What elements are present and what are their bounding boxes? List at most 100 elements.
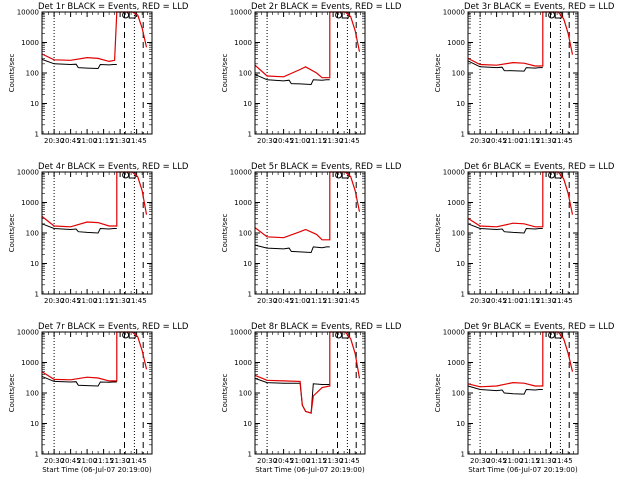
x-tick-label: 21:00 — [77, 297, 97, 305]
panel-6: Det 6r BLACK = Events, RED = LLD 1 10 100 10… — [434, 162, 615, 305]
panel-frame — [41, 11, 153, 135]
x-tick-label: 20:30 — [44, 457, 64, 465]
x-tick-label: 20:45 — [61, 137, 81, 145]
y-tick-label: 100 — [239, 390, 252, 398]
red-series-line — [41, 331, 148, 382]
panel-frame — [41, 331, 153, 455]
black-series-line — [41, 223, 117, 234]
panel-title: Det 5r BLACK = Events, RED = LLD — [251, 162, 402, 172]
x-axis-label: Start Time (06-Jul-07 20:19:00) — [255, 466, 365, 474]
red-series-line — [467, 171, 574, 228]
y-tick-label: 1000 — [234, 199, 252, 207]
x-tick-label: 20:45 — [487, 297, 507, 305]
y-tick-label: 10000 — [443, 169, 465, 177]
panel-2: Det 2r BLACK = Events, RED = LLD 1 10 100 10… — [221, 2, 402, 145]
x-tick-label: 21:00 — [77, 137, 97, 145]
x-tick-label: 21:30 — [110, 297, 130, 305]
x-tick-label: 21:15 — [307, 297, 327, 305]
x-tick-label: 21:45 — [127, 137, 147, 145]
red-series-line — [254, 171, 361, 241]
panel-3: Det 3r BLACK = Events, RED = LLD 1 10 100 10… — [434, 2, 615, 145]
x-tick-label: 20:30 — [470, 137, 490, 145]
y-tick-label: 10 — [30, 420, 39, 428]
x-tick-label: 20:45 — [61, 297, 81, 305]
black-series-line — [41, 375, 117, 387]
x-tick-label: 20:45 — [487, 137, 507, 145]
x-tick-label: 21:30 — [323, 457, 343, 465]
panel-frame — [41, 171, 153, 295]
y-axis-label: Counts/sec — [221, 54, 229, 93]
x-tick-label: 20:30 — [44, 297, 64, 305]
panel-1: Det 1r BLACK = Events, RED = LLD 1 10 100 10… — [8, 2, 189, 145]
y-tick-label: 1 — [35, 451, 39, 459]
y-tick-label: 10000 — [230, 169, 252, 177]
y-tick-label: 1000 — [21, 39, 39, 47]
panel-title: Det 1r BLACK = Events, RED = LLD — [38, 2, 189, 12]
panel-frame — [254, 11, 366, 135]
y-tick-label: 10 — [30, 100, 39, 108]
panel-title: Det 2r BLACK = Events, RED = LLD — [251, 2, 402, 12]
y-tick-label: 10000 — [230, 329, 252, 337]
x-tick-label: 21:00 — [503, 457, 523, 465]
black-series-line — [254, 244, 330, 254]
x-tick-label: 20:30 — [257, 297, 277, 305]
y-axis-label: Counts/sec — [8, 374, 16, 413]
panel-title: Det 7r BLACK = Events, RED = LLD — [38, 322, 189, 332]
panel-frame — [467, 331, 579, 455]
black-series-line — [467, 385, 543, 395]
y-tick-label: 10 — [456, 260, 465, 268]
black-series-line — [467, 60, 543, 72]
y-tick-label: 100 — [239, 230, 252, 238]
red-series-line — [254, 331, 361, 414]
y-tick-label: 100 — [452, 390, 465, 398]
x-tick-label: 21:15 — [307, 457, 327, 465]
y-tick-label: 100 — [26, 230, 39, 238]
y-tick-label: 100 — [239, 70, 252, 78]
y-axis-label: Counts/sec — [434, 214, 442, 253]
y-tick-label: 1000 — [21, 359, 39, 367]
y-tick-label: 1 — [248, 291, 252, 299]
y-tick-label: 10 — [456, 420, 465, 428]
y-tick-label: 1 — [248, 451, 252, 459]
y-axis-label: Counts/sec — [8, 54, 16, 93]
x-tick-label: 21:00 — [503, 137, 523, 145]
y-tick-label: 1000 — [447, 199, 465, 207]
x-tick-label: 20:45 — [61, 457, 81, 465]
x-tick-label: 20:30 — [44, 137, 64, 145]
x-tick-label: 21:45 — [553, 137, 573, 145]
x-tick-label: 21:30 — [110, 457, 130, 465]
black-series-line — [41, 58, 117, 70]
panel-title: Det 6r BLACK = Events, RED = LLD — [464, 162, 615, 172]
y-tick-label: 1000 — [234, 39, 252, 47]
y-tick-label: 10 — [243, 100, 252, 108]
y-tick-label: 10000 — [17, 329, 39, 337]
x-tick-label: 21:45 — [553, 457, 573, 465]
x-tick-label: 21:30 — [536, 297, 556, 305]
panel-4: Det 4r BLACK = Events, RED = LLD 1 10 100 10… — [8, 162, 189, 305]
panel-frame — [467, 171, 579, 295]
x-tick-label: 21:00 — [290, 297, 310, 305]
panel-8: Det 8r BLACK = Events, RED = LLD 1 10 100 10… — [221, 322, 402, 474]
panel-title: Det 9r BLACK = Events, RED = LLD — [464, 322, 615, 332]
x-tick-label: 21:45 — [340, 457, 360, 465]
panel-5: Det 5r BLACK = Events, RED = LLD 1 10 100 10… — [221, 162, 402, 305]
x-tick-label: 21:15 — [94, 297, 114, 305]
panel-frame — [254, 331, 366, 455]
black-series-line — [467, 223, 543, 234]
panel-title: Det 4r BLACK = Events, RED = LLD — [38, 162, 189, 172]
y-tick-label: 1 — [461, 131, 465, 139]
x-tick-label: 21:00 — [290, 457, 310, 465]
y-tick-label: 100 — [452, 70, 465, 78]
x-tick-label: 20:30 — [470, 297, 490, 305]
x-tick-label: 20:45 — [274, 297, 294, 305]
panel-title: Det 8r BLACK = Events, RED = LLD — [251, 322, 402, 332]
panel-9: Det 9r BLACK = Events, RED = LLD 1 10 100 10… — [434, 322, 615, 474]
panel-7: Det 7r BLACK = Events, RED = LLD 1 10 100 10… — [8, 322, 189, 474]
y-tick-label: 10000 — [443, 9, 465, 17]
y-axis-label: Counts/sec — [221, 214, 229, 253]
x-tick-label: 20:45 — [487, 457, 507, 465]
y-tick-label: 100 — [452, 230, 465, 238]
y-axis-label: Counts/sec — [8, 214, 16, 253]
x-tick-label: 21:30 — [323, 297, 343, 305]
